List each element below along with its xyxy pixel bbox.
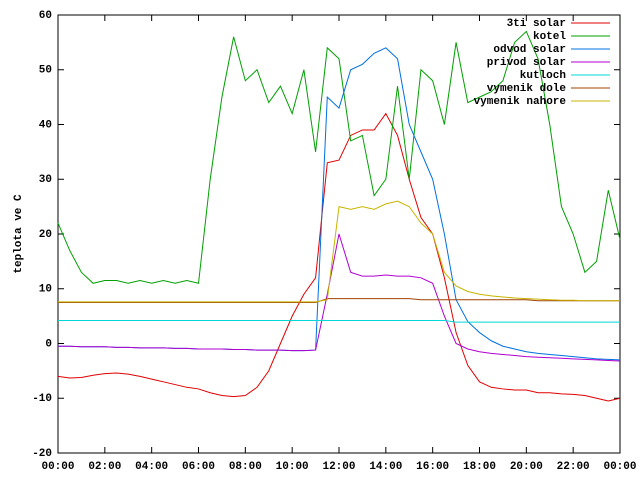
- x-tick-label: 04:00: [135, 461, 168, 473]
- x-tick-label: 00:00: [41, 461, 74, 473]
- x-tick-label: 06:00: [182, 461, 215, 473]
- x-tick-label: 00:00: [603, 461, 636, 473]
- y-tick-label: -20: [32, 448, 52, 460]
- legend-label: vymenik nahore: [474, 96, 567, 108]
- series-line: [58, 298, 620, 303]
- series-line: [57, 112, 621, 402]
- x-tick-label: 02:00: [88, 461, 121, 473]
- x-tick-label: 08:00: [229, 461, 262, 473]
- x-tick-label: 14:00: [369, 461, 402, 473]
- legend-label: odvod solar: [493, 44, 566, 56]
- series-line: [57, 30, 621, 284]
- legend-label: vymenik dole: [487, 83, 567, 95]
- x-tick-label: 20:00: [510, 461, 543, 473]
- y-tick-label: 20: [39, 229, 52, 241]
- legend-label: 3ti solar: [507, 18, 566, 30]
- x-tick-label: 18:00: [463, 461, 496, 473]
- y-tick-label: 30: [39, 174, 52, 186]
- y-tick-label: 10: [39, 284, 52, 296]
- legend-label: kotel: [533, 31, 566, 43]
- x-tick-label: 22:00: [557, 461, 590, 473]
- legend-label: privod solar: [487, 57, 566, 69]
- y-tick-label: -10: [32, 393, 52, 405]
- x-tick-label: 10:00: [276, 461, 309, 473]
- y-tick-label: 60: [39, 10, 52, 22]
- series-line: [58, 233, 621, 362]
- y-tick-label: 0: [45, 338, 52, 350]
- x-tick-label: 12:00: [322, 461, 355, 473]
- series-line: [58, 320, 620, 323]
- y-axis-label: teplota ve C: [13, 194, 25, 274]
- x-tick-label: 16:00: [416, 461, 449, 473]
- y-tick-label: 50: [39, 65, 52, 77]
- legend-label: kutloch: [520, 70, 566, 82]
- series-line: [58, 200, 620, 303]
- y-tick-label: 40: [39, 119, 52, 131]
